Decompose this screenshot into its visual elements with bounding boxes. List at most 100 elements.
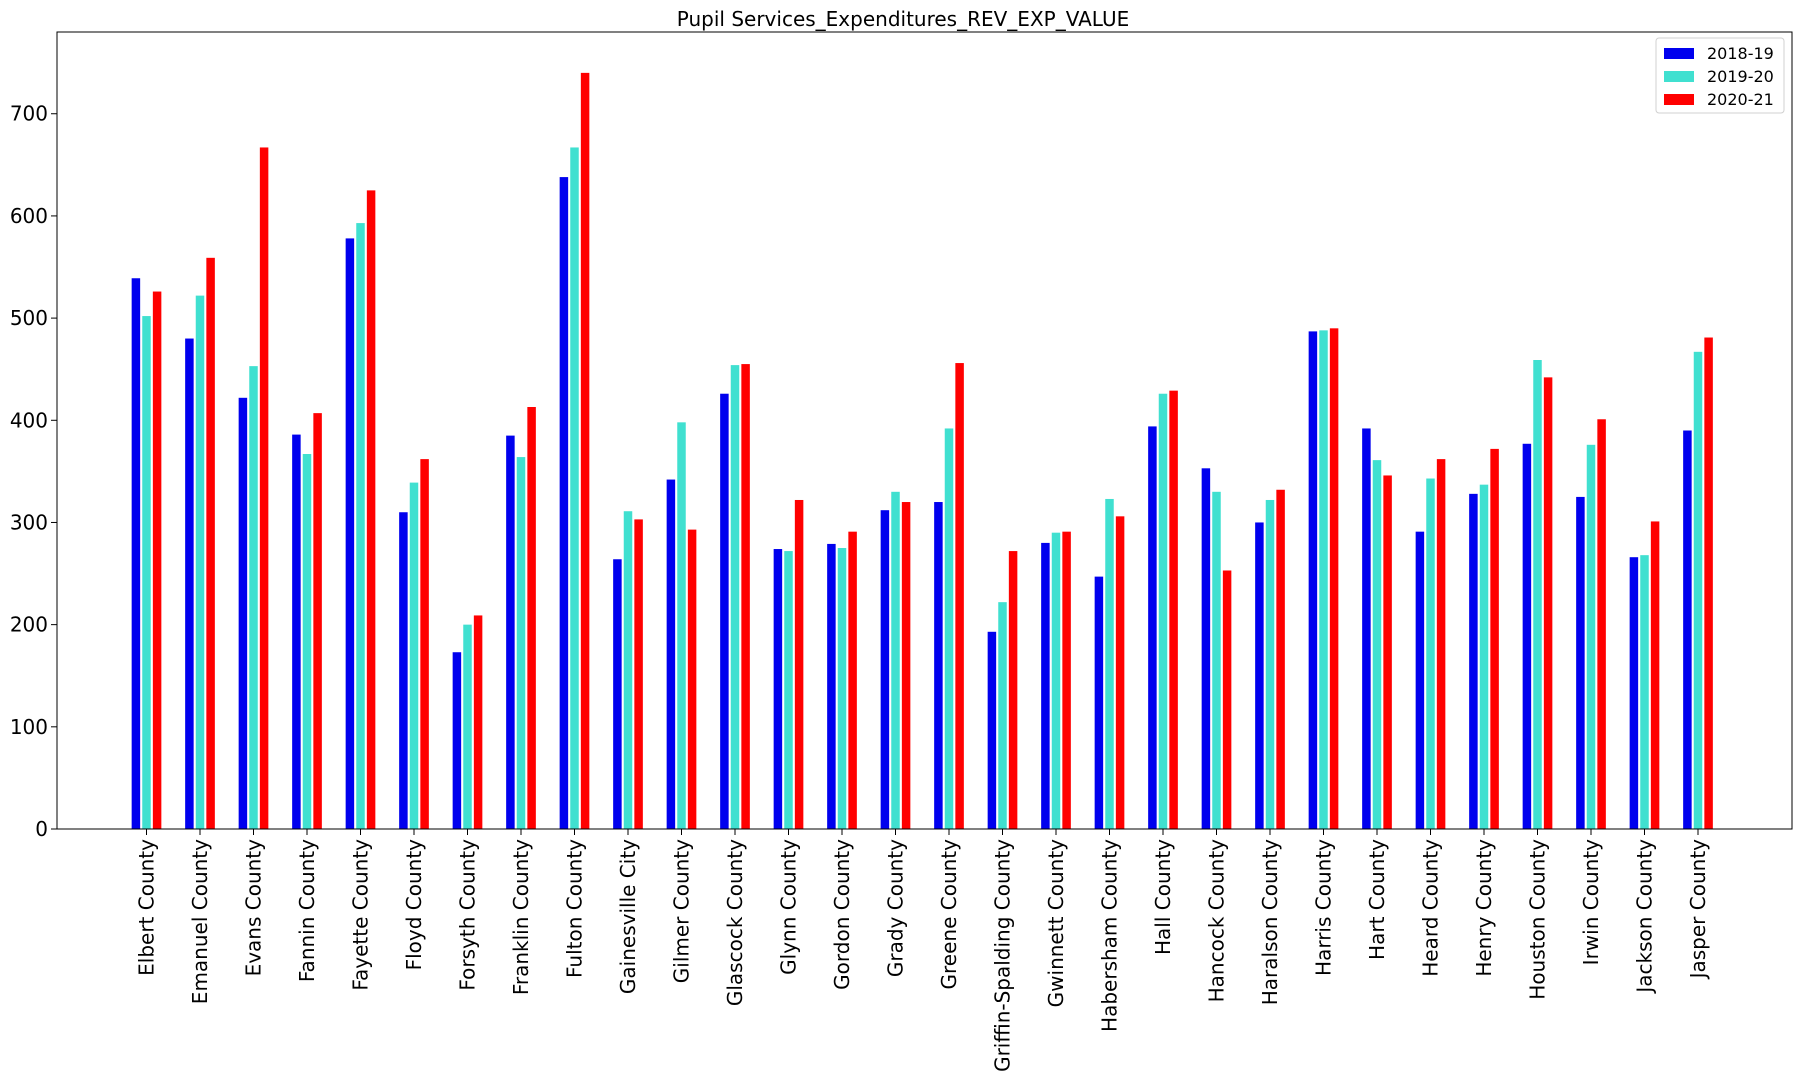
bar-2019-20-hancock-county: [1212, 491, 1221, 829]
x-tick-label: Forsyth County: [456, 839, 480, 991]
bar-2019-20-hall-county: [1158, 393, 1168, 829]
bar-2019-20-hart-county: [1372, 460, 1382, 829]
bar-2020-21-jasper-county: [1704, 337, 1713, 829]
bar-2018-19-irwin-county: [1576, 496, 1585, 829]
x-tick-label: Fannin County: [295, 839, 319, 982]
bar-2020-21-hancock-county: [1222, 570, 1232, 829]
bar-2018-19-jackson-county: [1629, 557, 1639, 829]
bar-2020-21-greene-county: [955, 363, 964, 829]
bar-2019-20-fannin-county: [302, 454, 312, 829]
bar-2019-20-jackson-county: [1640, 555, 1649, 829]
x-tick-label: Gwinnett County: [1044, 839, 1068, 1008]
y-tick-label: 300: [10, 510, 48, 534]
bar-2018-19-jasper-county: [1683, 430, 1692, 829]
y-tick-label: 500: [10, 306, 48, 330]
bar-2018-19-gwinnett-county: [1041, 542, 1050, 829]
x-tick-label: Houston County: [1526, 839, 1550, 1000]
x-tick-label: Franklin County: [509, 839, 533, 995]
bar-2020-21-houston-county: [1543, 377, 1553, 829]
bar-2018-19-haralson-county: [1255, 522, 1264, 829]
bar-2020-21-henry-county: [1490, 448, 1499, 829]
bar-2020-21-fayette-county: [366, 190, 376, 829]
x-tick-label: Floyd County: [402, 839, 426, 971]
y-tick-label: 700: [10, 102, 48, 126]
x-tick-label: Haralson County: [1258, 839, 1282, 1005]
x-tick-label: Jackson County: [1633, 839, 1657, 995]
bar-2020-21-hall-county: [1169, 390, 1178, 829]
bar-2018-19-habersham-county: [1094, 576, 1104, 829]
bar-2018-19-fayette-county: [345, 238, 355, 829]
y-axis: 0 100 200 300 400 500 600 700: [10, 102, 57, 841]
x-tick-label: Gordon County: [830, 839, 854, 990]
bar-2019-20-gwinnett-county: [1051, 532, 1061, 829]
bar-2018-19-hart-county: [1362, 428, 1371, 829]
bar-2018-19-hancock-county: [1201, 468, 1211, 829]
bar-2019-20-emanuel-county: [195, 295, 205, 829]
x-tick-label: Hart County: [1365, 839, 1389, 960]
bar-2020-21-floyd-county: [420, 459, 429, 829]
y-tick-label: 600: [10, 204, 48, 228]
bar-2018-19-heard-county: [1415, 531, 1425, 829]
bar-2019-20-haralson-county: [1265, 499, 1275, 829]
bar-2019-20-glynn-county: [784, 551, 793, 829]
x-tick-label: Griffin-Spalding County: [991, 839, 1015, 1072]
bar-2018-19-gilmer-county: [666, 479, 676, 829]
x-tick-label: Glascock County: [723, 839, 747, 1006]
legend-label: 2018-19: [1707, 44, 1774, 63]
bar-2020-21-fannin-county: [313, 413, 322, 829]
bar-2019-20-fayette-county: [356, 223, 365, 829]
bar-2020-21-gwinnett-county: [1062, 531, 1071, 829]
x-tick-label: Fulton County: [563, 839, 587, 978]
x-tick-label: Fayette County: [349, 839, 373, 991]
x-tick-label: Hall County: [1151, 839, 1175, 955]
bar-2019-20-harris-county: [1319, 330, 1328, 829]
bar-2019-20-elbert-county: [142, 316, 151, 829]
bar-2020-21-harris-county: [1329, 328, 1339, 829]
bar-2019-20-franklin-county: [516, 457, 526, 829]
bar-2020-21-gilmer-county: [687, 529, 697, 829]
bar-2019-20-greene-county: [944, 428, 954, 829]
x-tick-label: Greene County: [937, 839, 961, 990]
x-tick-label: Grady County: [884, 839, 908, 977]
bar-2020-21-heard-county: [1436, 459, 1446, 829]
bar-2019-20-gilmer-county: [677, 422, 686, 829]
bar-2020-21-glascock-county: [741, 364, 750, 829]
bar-2018-19-gainesville-city: [613, 559, 622, 829]
bar-2019-20-habersham-county: [1105, 498, 1114, 829]
bar-2018-19-hall-county: [1148, 426, 1157, 829]
bar-2020-21-griffin-spalding-county: [1008, 551, 1018, 829]
bar-2020-21-grady-county: [901, 502, 911, 829]
x-tick-label: Elbert County: [135, 839, 159, 976]
legend-swatch: [1664, 71, 1694, 82]
y-tick-label: 0: [35, 817, 48, 841]
bar-2020-21-jackson-county: [1650, 521, 1660, 829]
bar-2020-21-habersham-county: [1115, 516, 1125, 829]
bar-2018-19-evans-county: [238, 397, 248, 829]
bar-2018-19-grady-county: [880, 510, 890, 829]
bar-2020-21-gainesville-city: [634, 519, 643, 829]
bar-2020-21-forsyth-county: [473, 615, 483, 829]
bar-2019-20-forsyth-county: [463, 624, 472, 829]
bar-2018-19-glascock-county: [720, 393, 729, 829]
legend-label: 2019-20: [1707, 67, 1774, 86]
chart-title: Pupil Services_Expenditures_REV_EXP_VALU…: [677, 7, 1129, 31]
legend-swatch: [1664, 48, 1694, 59]
bar-2020-21-irwin-county: [1597, 419, 1606, 829]
bar-2019-20-floyd-county: [409, 482, 419, 829]
bar-2018-19-fulton-county: [559, 177, 569, 830]
bar-2018-19-glynn-county: [773, 549, 783, 829]
x-tick-label: Emanuel County: [188, 839, 212, 1004]
bar-2019-20-gordon-county: [837, 548, 847, 829]
bar-2018-19-griffin-spalding-county: [987, 631, 997, 829]
bar-2020-21-gordon-county: [848, 531, 857, 829]
y-tick-label: 400: [10, 408, 48, 432]
x-tick-label: Harris County: [1312, 839, 1336, 976]
bar-2019-20-glascock-county: [730, 365, 740, 829]
x-tick-label: Hancock County: [1205, 839, 1229, 1003]
bar-2020-21-elbert-county: [152, 291, 162, 829]
x-tick-label: Glynn County: [777, 839, 801, 975]
bars-group: [131, 72, 1713, 830]
bar-2019-20-heard-county: [1426, 478, 1435, 829]
x-axis: Elbert County Emanuel County Evans County F…: [135, 829, 1710, 1072]
